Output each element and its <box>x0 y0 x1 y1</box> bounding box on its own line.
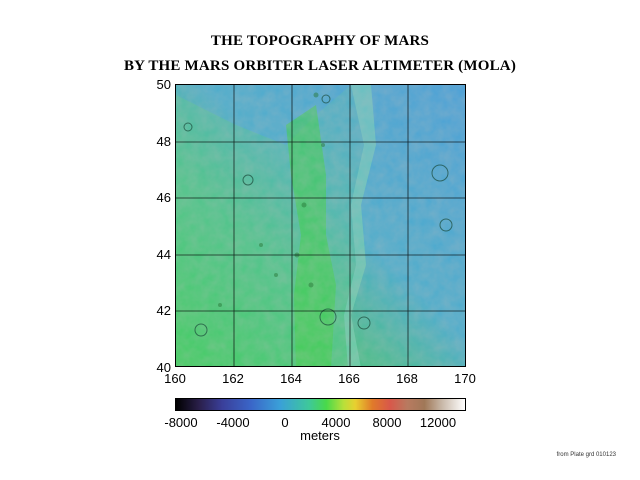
elevation-colorbar <box>175 398 466 411</box>
x-tick-170: 170 <box>454 371 476 386</box>
y-tick-44: 44 <box>156 247 171 262</box>
colorbar-tick-neg4000: -4000 <box>216 415 250 430</box>
y-tick-42: 42 <box>156 303 171 318</box>
map-title-line2: BY THE MARS ORBITER LASER ALTIMETER (MOL… <box>123 58 517 74</box>
x-tick-164: 164 <box>280 371 302 386</box>
topography-map <box>175 84 466 367</box>
y-tick-48: 48 <box>156 134 171 149</box>
map-title-line1: THE TOPOGRAPHY OF MARS <box>210 33 430 49</box>
x-tick-160: 160 <box>164 371 186 386</box>
y-tick-40: 40 <box>156 360 171 375</box>
colorbar-tick-neg8000: -8000 <box>164 415 198 430</box>
colorbar-units: meters <box>300 428 340 443</box>
colorbar-tick-4000: 4000 <box>321 415 351 430</box>
x-tick-166: 166 <box>338 371 360 386</box>
colorbar-tick-0: 0 <box>281 415 289 430</box>
x-tick-162: 162 <box>222 371 244 386</box>
y-tick-50: 50 <box>156 77 171 92</box>
colorbar-tick-8000: 8000 <box>372 415 402 430</box>
y-tick-46: 46 <box>156 190 171 205</box>
x-tick-168: 168 <box>396 371 418 386</box>
topography-map-canvas <box>176 85 465 366</box>
source-credit: from Plate grd 010123 <box>556 452 616 458</box>
colorbar-tick-12000: 12000 <box>419 415 457 430</box>
